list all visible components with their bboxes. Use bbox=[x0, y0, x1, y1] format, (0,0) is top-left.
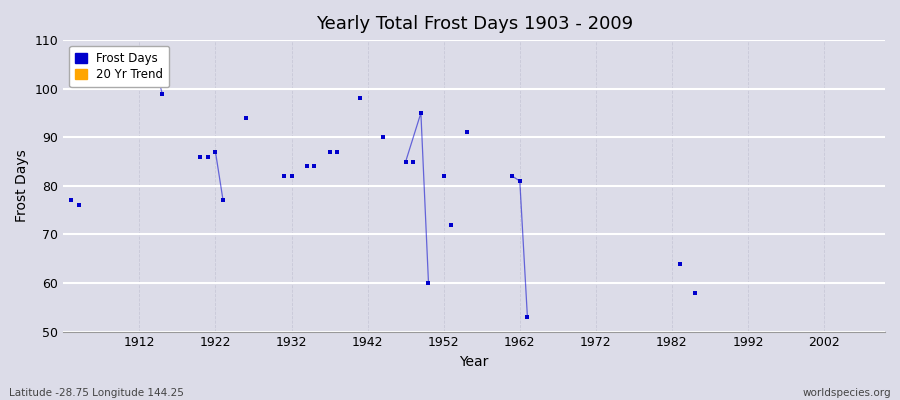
Point bbox=[436, 173, 451, 179]
Point bbox=[421, 280, 436, 286]
Point bbox=[513, 178, 527, 184]
Point bbox=[322, 149, 337, 155]
Text: Latitude -28.75 Longitude 144.25: Latitude -28.75 Longitude 144.25 bbox=[9, 388, 184, 398]
Point bbox=[307, 163, 321, 170]
Point bbox=[406, 158, 420, 165]
Legend: Frost Days, 20 Yr Trend: Frost Days, 20 Yr Trend bbox=[69, 46, 169, 87]
Point bbox=[193, 154, 207, 160]
Point bbox=[208, 149, 222, 155]
Point bbox=[520, 314, 535, 320]
Point bbox=[444, 222, 458, 228]
X-axis label: Year: Year bbox=[460, 355, 489, 369]
Point bbox=[459, 129, 473, 136]
Point bbox=[672, 260, 687, 267]
Point bbox=[71, 202, 86, 208]
Y-axis label: Frost Days: Frost Days bbox=[15, 150, 29, 222]
Point bbox=[353, 95, 367, 102]
Text: worldspecies.org: worldspecies.org bbox=[803, 388, 891, 398]
Point bbox=[284, 173, 299, 179]
Point bbox=[155, 90, 169, 97]
Point bbox=[399, 158, 413, 165]
Point bbox=[216, 197, 230, 204]
Point bbox=[375, 134, 390, 140]
Point bbox=[414, 110, 428, 116]
Point bbox=[330, 149, 345, 155]
Point bbox=[300, 163, 314, 170]
Point bbox=[148, 61, 162, 68]
Point bbox=[117, 76, 131, 82]
Point bbox=[64, 197, 78, 204]
Point bbox=[276, 173, 291, 179]
Title: Yearly Total Frost Days 1903 - 2009: Yearly Total Frost Days 1903 - 2009 bbox=[316, 15, 633, 33]
Point bbox=[238, 115, 253, 121]
Point bbox=[201, 154, 215, 160]
Point bbox=[505, 173, 519, 179]
Point bbox=[688, 290, 702, 296]
